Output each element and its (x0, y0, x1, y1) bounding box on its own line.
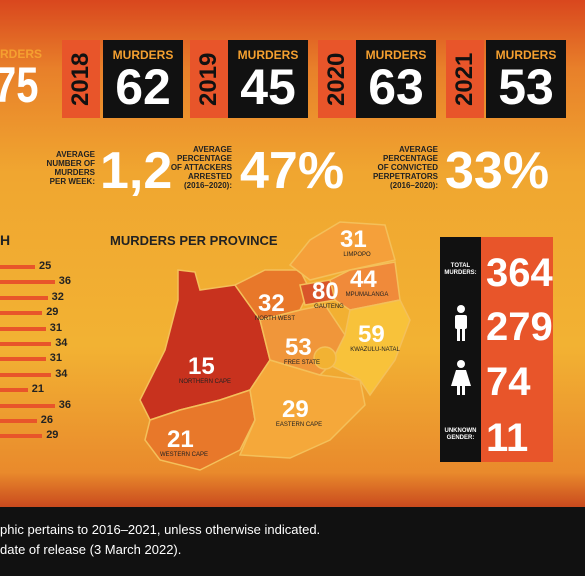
map-title: MURDERS PER PROVINCE (110, 233, 278, 248)
province-name: EASTERN CAPE (275, 422, 323, 428)
year-label: 2021 (451, 52, 478, 106)
month-value: 25 (39, 260, 52, 272)
murders-value: 45 (240, 59, 296, 115)
year-label: 2019 (195, 52, 222, 106)
murders-label: MURDERS (237, 48, 299, 62)
year-box (190, 40, 228, 118)
month-value: 36 (58, 275, 72, 288)
total-value: 279 (486, 305, 553, 349)
total-label: UNKNOWN GENDER: (444, 428, 477, 441)
totals-panel-orange (481, 237, 553, 462)
province-name: KWAZULU-NATAL (350, 347, 400, 353)
month-value: 29 (46, 429, 59, 442)
month-value: 26 (40, 414, 54, 426)
month-bar (0, 388, 28, 393)
month-bar (0, 280, 55, 285)
murders-box (356, 40, 436, 118)
month-bar (0, 326, 46, 331)
stat-value: 47% (240, 142, 345, 200)
province-name: LIMPOPO (343, 252, 371, 258)
male-icon (455, 305, 467, 341)
month-bar (0, 372, 52, 377)
month-value: 32 (51, 290, 64, 303)
murders-box (228, 40, 308, 118)
province-name: NORTH WEST (254, 316, 296, 322)
month-value: 21 (31, 383, 45, 396)
murders-box (103, 40, 183, 118)
year-label: 2020 (323, 52, 350, 106)
province-name: MPUMALANGA (345, 292, 389, 298)
stat-label: AVERAGE PERCENTAGE OF ATTACKERS ARRESTED… (170, 145, 232, 190)
month-value: 29 (46, 306, 59, 319)
month-bar (0, 403, 55, 408)
stat-value: 1,2 (100, 142, 173, 200)
year-label: 2018 (67, 52, 94, 106)
total-value: 364 (486, 251, 553, 295)
western-cape-shape (144, 389, 256, 471)
totals-panel-black (440, 237, 481, 462)
province-value: 29 (282, 396, 309, 423)
footer-line: phic pertains to 2016–2021, unless other… (0, 522, 321, 537)
partial-value: 75 (0, 57, 39, 113)
total-label: TOTAL MURDERS: (444, 263, 477, 276)
province-value: 53 (285, 334, 312, 361)
footer-line: date of release (3 March 2022). (0, 542, 182, 557)
partial-label: RDERS (0, 47, 43, 61)
lesotho-hole (313, 346, 337, 370)
province-map (139, 221, 411, 471)
month-bar (0, 311, 43, 316)
year-box (318, 40, 356, 118)
province-name: GAUTENG (314, 304, 344, 310)
province-value: 44 (350, 266, 377, 293)
month-bar (0, 434, 43, 439)
month-bar (0, 419, 37, 423)
murders-value: 63 (368, 59, 424, 115)
province-name: FREE STATE (283, 360, 321, 366)
year-box (62, 40, 100, 118)
murders-value: 62 (115, 59, 171, 115)
province-value: 80 (312, 278, 339, 305)
total-value: 11 (486, 416, 529, 460)
limpopo-shape (288, 221, 396, 281)
province-value: 32 (258, 290, 285, 317)
province-value: 31 (340, 226, 367, 253)
total-value: 74 (486, 360, 531, 404)
stat-label: AVERAGE PERCENTAGE OF CONVICTED PERPETRA… (372, 145, 438, 190)
province-value: 15 (188, 353, 215, 380)
month-value: 36 (58, 398, 72, 411)
year-box (446, 40, 484, 118)
month-bar (0, 357, 46, 362)
month-value: 34 (55, 337, 68, 349)
monthly-heading: H (0, 232, 11, 248)
month-value: 31 (49, 352, 63, 365)
murders-value: 53 (498, 59, 554, 115)
female-icon (451, 360, 471, 395)
month-bar (0, 295, 48, 300)
month-bar (0, 342, 52, 346)
province-value: 59 (358, 321, 385, 348)
murders-label: MURDERS (495, 48, 557, 62)
murders-box (486, 40, 566, 118)
month-bar (0, 265, 35, 269)
kwazulu-natal-shape (328, 299, 411, 397)
month-value: 34 (55, 367, 68, 380)
month-value: 31 (49, 321, 63, 334)
province-name: WESTERN CAPE (159, 452, 208, 458)
murders-label: MURDERS (365, 48, 427, 62)
province-value: 21 (167, 426, 194, 453)
stat-label: AVERAGE NUMBER OF MURDERS PER WEEK: (46, 150, 95, 186)
murders-label: MURDERS (112, 48, 174, 62)
stat-value: 33% (445, 142, 550, 200)
province-name: NORTHERN CAPE (179, 379, 231, 385)
gauteng-shape (299, 279, 336, 306)
